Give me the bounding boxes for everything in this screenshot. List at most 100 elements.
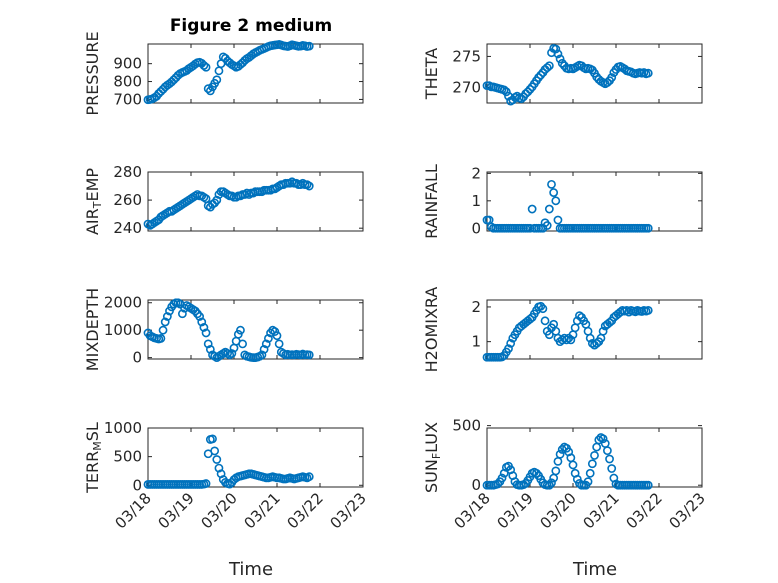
y-axis-label: AIRTEMP: [83, 168, 104, 235]
subplot-4: 0 1 2 RAINFALL: [422, 164, 703, 239]
y-tick-label: 260: [113, 191, 142, 209]
x-tick-label: 03/20: [537, 489, 580, 532]
data-point: [551, 196, 561, 206]
y-axis-label: TERRMSL: [83, 422, 104, 494]
y-tick-label: 900: [113, 55, 142, 73]
data-point: [534, 73, 543, 82]
data-point: [501, 87, 511, 97]
data-point: [553, 49, 563, 59]
data-point: [236, 325, 245, 335]
data-point: [598, 326, 608, 336]
data-point: [304, 472, 314, 482]
x-axis-label-right: Time: [572, 559, 617, 580]
data-point: [225, 479, 235, 489]
y-tick-label: 0: [132, 349, 142, 367]
subplot-6: 1 2 H2OMIXRA: [422, 287, 703, 372]
data-point: [572, 474, 582, 484]
axes-box: [147, 43, 364, 104]
data-point: [605, 318, 614, 327]
data-point: [517, 94, 526, 104]
data-point: [504, 344, 513, 353]
x-tick-label: 03/18: [451, 489, 494, 532]
data-point: [212, 195, 222, 205]
data-point: [590, 451, 599, 460]
data-point: [603, 446, 612, 456]
y-axis-label-part: EMP: [83, 168, 102, 202]
data-point: [557, 58, 567, 68]
data-point: [555, 54, 565, 64]
y-axis-label: PRESSURE: [83, 31, 102, 115]
data-point: [203, 339, 213, 349]
data-point: [177, 309, 187, 319]
data-point: [585, 468, 595, 478]
x-tick-label: 03/19: [494, 489, 537, 532]
data-point: [585, 333, 595, 343]
data-point: [261, 339, 271, 349]
data-point: [542, 221, 552, 230]
y-tick-label: 1: [471, 192, 481, 210]
data-point: [532, 468, 541, 478]
data-point: [544, 204, 554, 214]
y-tick-label: 500: [452, 417, 481, 435]
data-point: [592, 338, 602, 348]
subplot-3: 240 260 280 AIRTEMP: [83, 163, 364, 237]
y-axis-label-part: PRESSURE: [83, 31, 102, 115]
x-tick-label: 03/18: [112, 489, 155, 532]
y-tick-label: 2: [471, 164, 481, 182]
x-tick-label: 03/21: [241, 489, 284, 532]
x-axis-label-left: Time: [228, 559, 273, 580]
data-point: [238, 339, 247, 349]
data-point: [544, 480, 554, 490]
data-point: [607, 464, 617, 473]
data-point: [538, 304, 548, 314]
data-point: [493, 479, 503, 489]
data-point: [536, 301, 546, 311]
y-axis-label-part: F: [430, 453, 443, 459]
data-point: [549, 188, 559, 197]
y-axis-label: THETA: [422, 48, 441, 100]
data-point: [598, 434, 608, 444]
data-point: [506, 338, 516, 348]
data-point: [158, 325, 168, 335]
x-tick-label: 03/22: [284, 489, 327, 532]
data-point: [568, 460, 578, 470]
data-point: [542, 63, 552, 72]
y-tick-label: 0: [471, 219, 481, 237]
data-point: [527, 204, 537, 214]
y-axis-label: SUNFLUX: [422, 422, 443, 493]
data-point: [210, 446, 220, 456]
data-point: [499, 85, 509, 95]
y-tick-label: 2: [471, 298, 481, 316]
subplot-7: 0 500 1000 03/18 03/19 03/20 03/21 03/22 03/23 TE…: [83, 419, 370, 532]
y-tick-label: 0: [471, 476, 481, 494]
data-point: [199, 323, 209, 332]
data-point: [212, 75, 222, 85]
data-point: [547, 179, 556, 189]
data-point: [263, 334, 273, 343]
y-tick-label: 1000: [104, 321, 142, 339]
axes-box: [486, 171, 703, 232]
data-point: [562, 335, 571, 345]
data-point: [643, 480, 653, 490]
figure-title: Figure 2 medium: [170, 16, 332, 36]
y-tick-label: 2000: [104, 294, 142, 312]
y-tick-label: 800: [113, 73, 142, 91]
data-point: [605, 454, 614, 464]
y-axis-label-part: M: [91, 441, 104, 451]
x-tick-label: 03/20: [198, 489, 241, 532]
y-axis-label-part: SUN: [422, 459, 441, 493]
data-point: [201, 62, 211, 72]
data-point: [257, 350, 267, 360]
data-point: [304, 181, 314, 191]
data-point: [544, 61, 554, 71]
data-point: [575, 311, 584, 321]
data-point: [208, 434, 217, 444]
y-axis-label-part: MIXDEPTH: [83, 288, 102, 371]
x-tick-label: 03/22: [623, 489, 666, 532]
data-point: [536, 70, 546, 80]
data-point: [497, 473, 507, 483]
data-point: [643, 68, 653, 78]
